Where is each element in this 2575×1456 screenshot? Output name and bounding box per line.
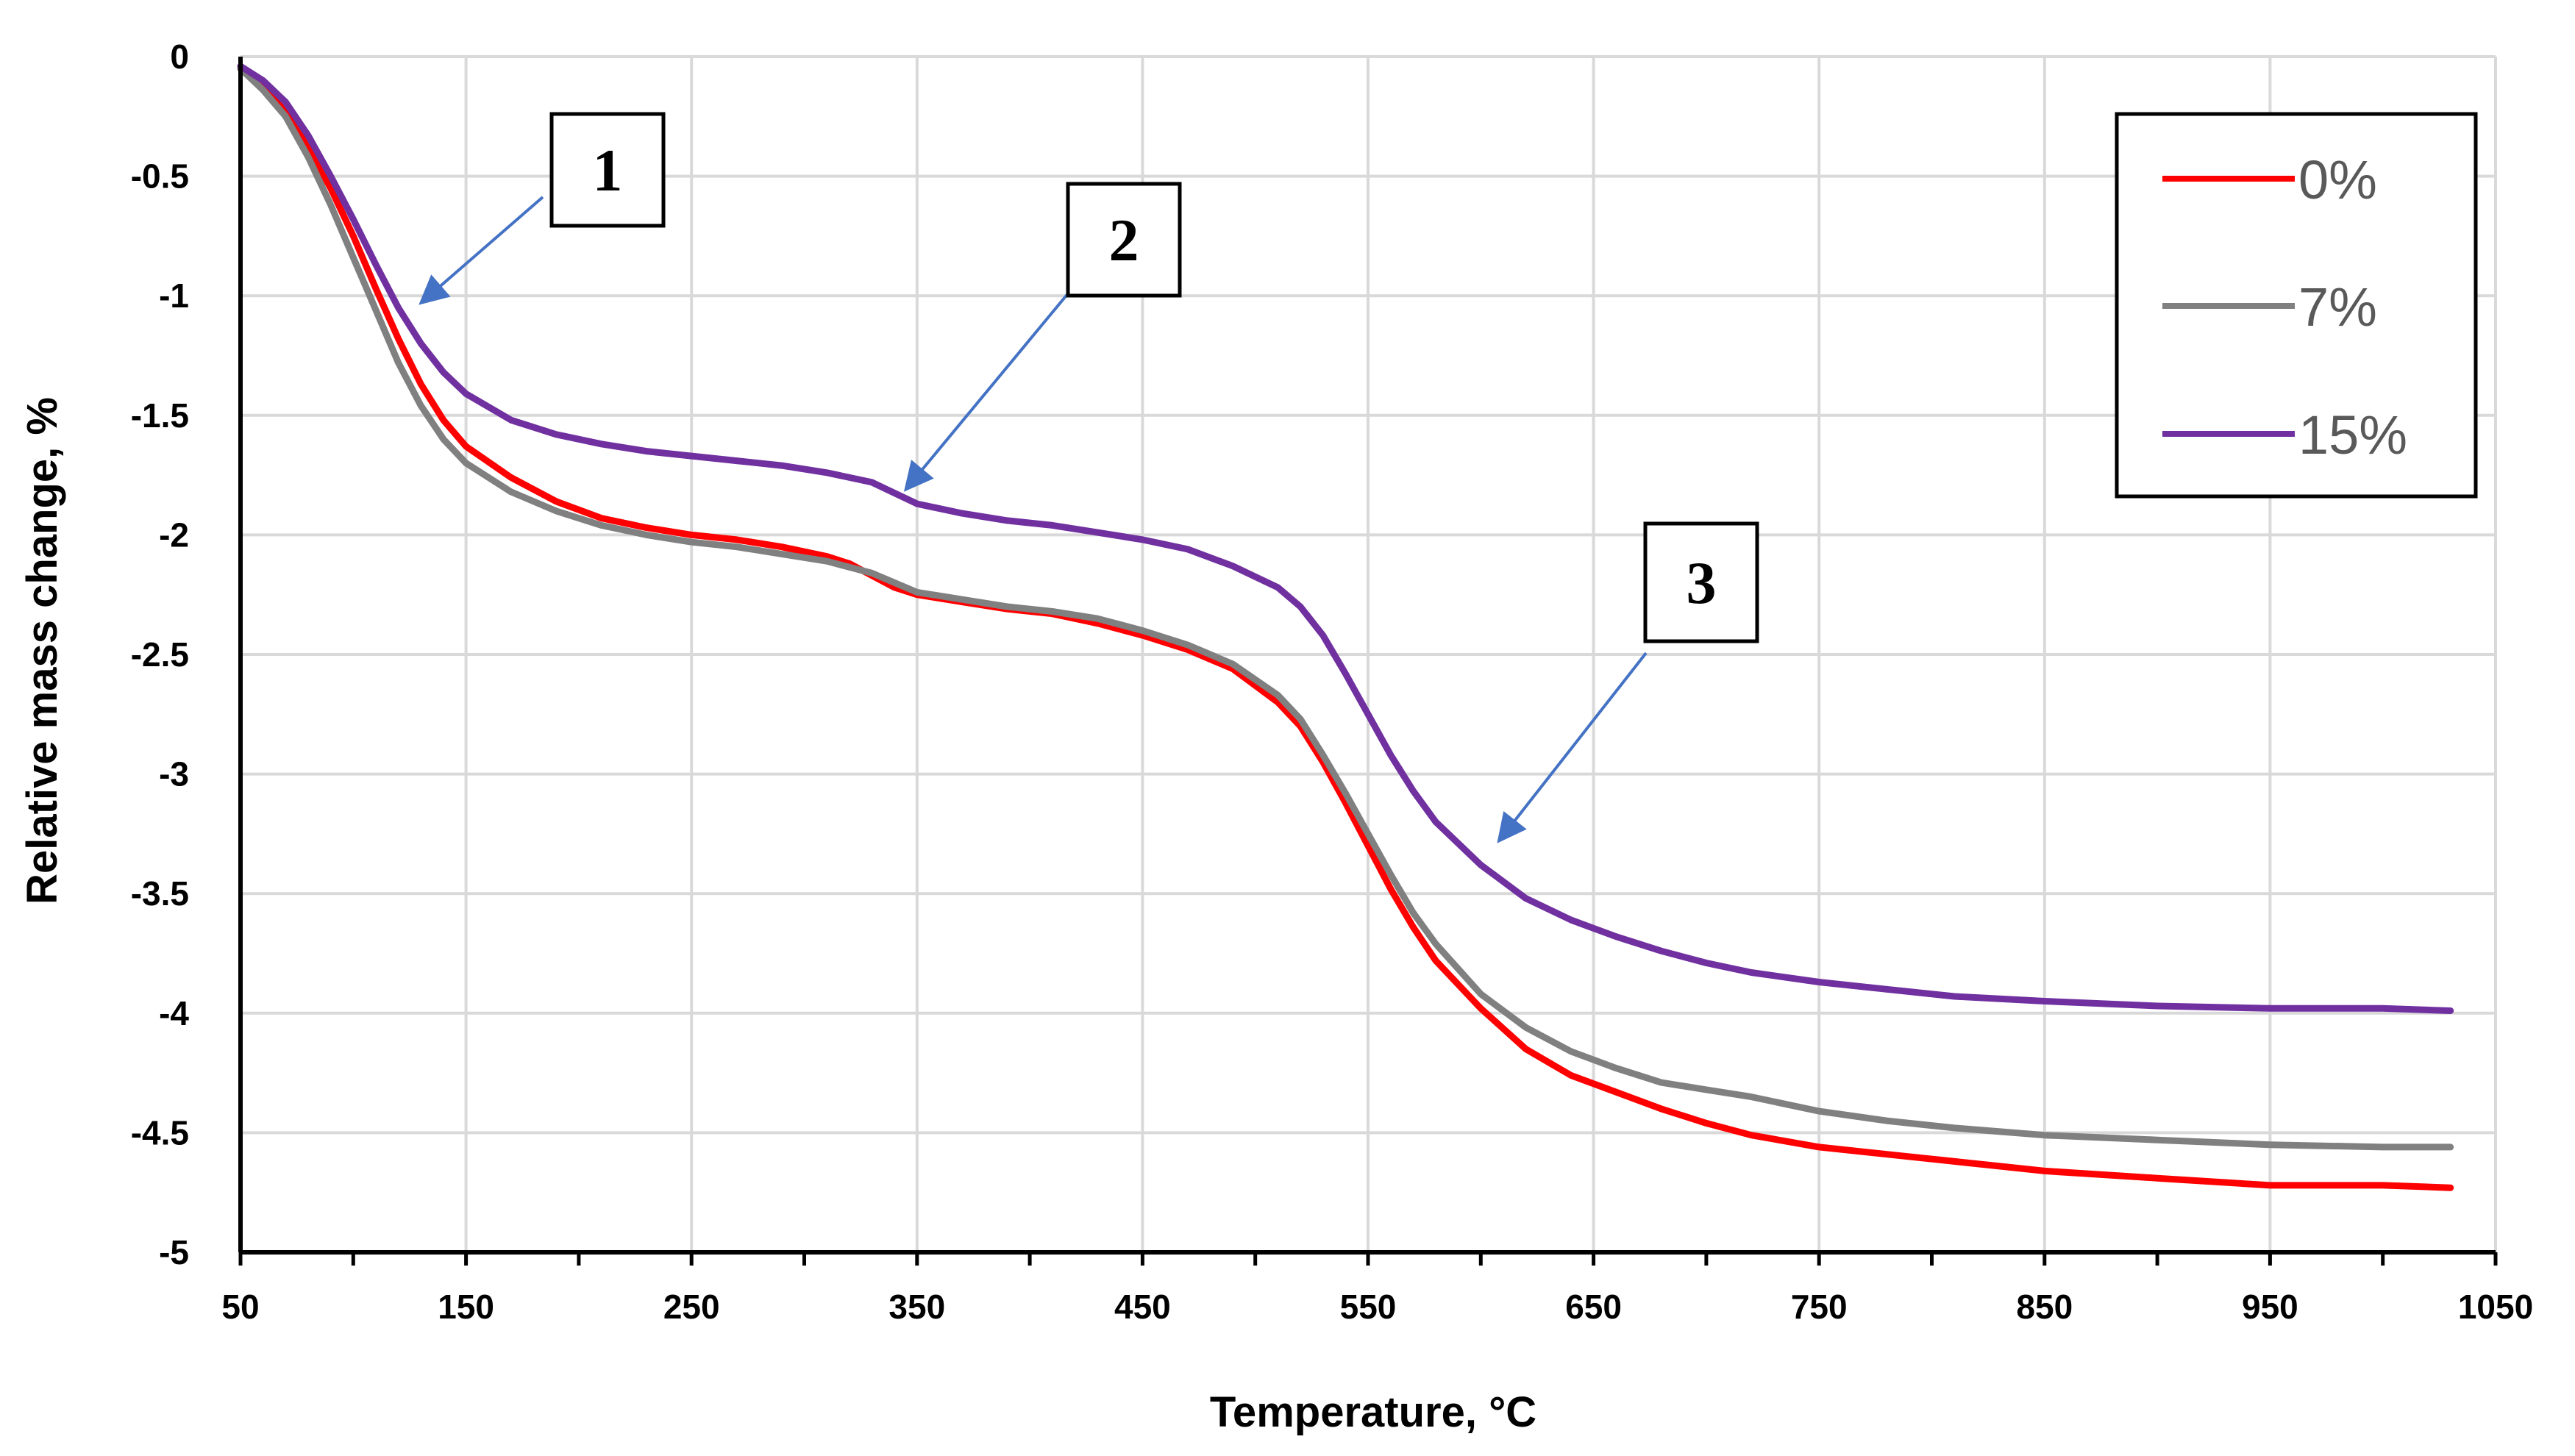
legend-label-1: 7% <box>2298 276 2377 338</box>
callout-box-2 <box>1066 182 1182 298</box>
y-tick-label-10: -5 <box>159 1233 189 1271</box>
series-line-1 <box>237 65 2454 1151</box>
x-tick-label-6: 650 <box>1565 1288 1622 1326</box>
x-tick-label-1: 150 <box>438 1288 494 1326</box>
x-tick-label-2: 250 <box>663 1288 720 1326</box>
y-tick-label-6: -3 <box>159 755 189 793</box>
x-tick-label-10: 1050 <box>2458 1288 2533 1326</box>
axes <box>238 57 2498 1266</box>
series-lines <box>237 63 2454 1191</box>
callout-label-1: 1 <box>593 137 623 204</box>
callout-label-2: 2 <box>1109 207 1139 274</box>
y-tick-label-0: 0 <box>170 38 189 76</box>
y-tick-label-1: -0.5 <box>131 157 189 196</box>
x-axis-title: Temperature, °C <box>1210 1388 1536 1436</box>
series-line-2 <box>237 63 2454 1014</box>
y-axis-title: Relative mass change, % <box>18 397 66 904</box>
y-tick-label-3: -1.5 <box>131 396 189 435</box>
x-tick-label-8: 850 <box>2016 1288 2073 1326</box>
y-tick-label-2: -1 <box>159 276 189 315</box>
callouts: 1 2 3 <box>419 112 1759 843</box>
legend: 0% 7% 15% <box>2115 112 2478 499</box>
x-tick-label-4: 450 <box>1114 1288 1171 1326</box>
callout-arrow-1 <box>419 196 544 305</box>
y-tick-label-9: -4.5 <box>131 1113 189 1152</box>
y-tick-label-5: -2.5 <box>131 635 189 674</box>
legend-label-0: 0% <box>2298 149 2377 210</box>
y-tick-label-8: -4 <box>159 994 189 1032</box>
x-tick-label-9: 950 <box>2242 1288 2298 1326</box>
x-tick-label-3: 350 <box>888 1288 945 1326</box>
y-tick-label-7: -3.5 <box>131 874 189 913</box>
tick-labels: 50 150 250 350 450 550 650 750 850 950 1050 0 -0.5 -1… <box>131 38 2533 1326</box>
series-line-0 <box>237 65 2454 1191</box>
y-tick-label-4: -2 <box>159 515 189 554</box>
callout-arrow-3 <box>1497 652 1648 843</box>
callout-box-1 <box>549 112 666 228</box>
x-tick-label-0: 50 <box>221 1288 259 1326</box>
callout-label-3: 3 <box>1687 549 1717 616</box>
callout-box-3 <box>1643 521 1759 643</box>
x-tick-label-7: 750 <box>1791 1288 1848 1326</box>
callout-arrow-2 <box>903 291 1070 492</box>
x-tick-label-5: 550 <box>1340 1288 1397 1326</box>
legend-label-2: 15% <box>2298 404 2407 465</box>
